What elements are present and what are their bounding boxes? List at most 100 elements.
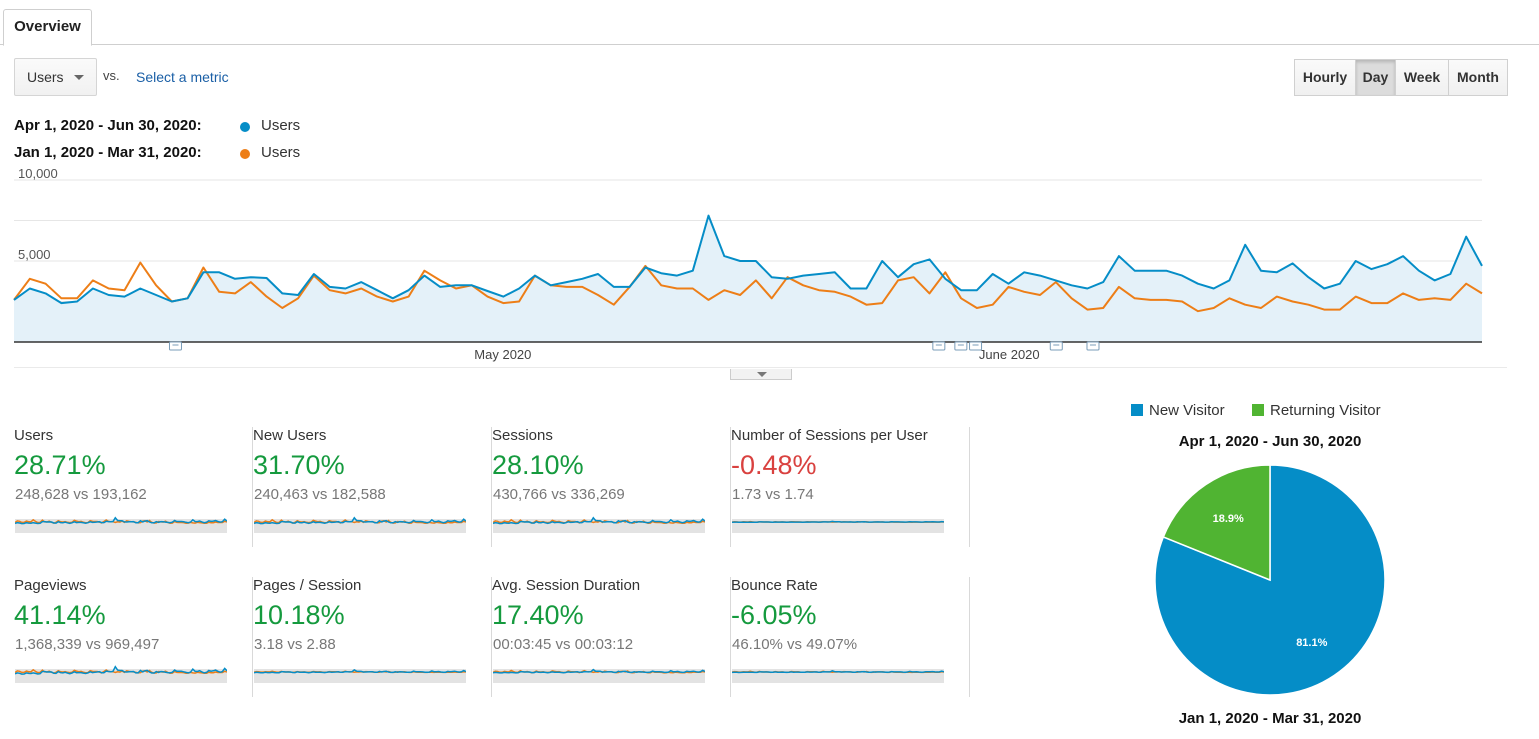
scorecard-metric-name: Pages / Session bbox=[253, 577, 362, 594]
scorecard-metric-name: Avg. Session Duration bbox=[492, 577, 641, 594]
card-divider bbox=[730, 427, 731, 547]
pie-legend-returning-visitor[interactable]: Returning Visitor bbox=[1252, 402, 1381, 419]
chevron-down-icon bbox=[757, 372, 767, 377]
scorecard-sparkline bbox=[15, 665, 227, 683]
pie-legend-new-visitor[interactable]: New Visitor bbox=[1131, 402, 1225, 419]
scorecard-users[interactable]: Users 28.71% 248,628 vs 193,162 bbox=[14, 427, 253, 547]
scorecard-sparkline bbox=[254, 669, 466, 683]
scorecard-number-of-sessions-per-user[interactable]: Number of Sessions per User -0.48% 1.73 vs… bbox=[731, 427, 970, 547]
scorecard-comparison: 3.18 vs 2.88 bbox=[254, 636, 336, 653]
scorecard-percent-change: 17.40% bbox=[492, 600, 584, 630]
sparkline-current bbox=[15, 665, 227, 675]
scorecard-sessions[interactable]: Sessions 28.10% 430,766 vs 336,269 bbox=[492, 427, 731, 547]
scorecard-metric-name: Pageviews bbox=[14, 577, 87, 594]
sparkline-current bbox=[732, 669, 944, 674]
card-divider bbox=[252, 577, 253, 697]
sparkline-current bbox=[254, 516, 466, 525]
sparkline-current bbox=[493, 668, 705, 674]
scorecard-percent-change: -6.05% bbox=[731, 600, 817, 630]
legend-swatch-icon bbox=[1252, 404, 1264, 416]
day-button[interactable]: Day bbox=[1355, 59, 1396, 96]
y-tick-label: 5,000 bbox=[18, 247, 51, 262]
scorecard-comparison: 46.10% vs 49.07% bbox=[732, 636, 858, 653]
annotation-icon[interactable] bbox=[1049, 341, 1063, 351]
metric-dropdown-value: Users bbox=[27, 69, 64, 85]
annotation-icon[interactable] bbox=[954, 341, 968, 351]
y-tick-label: 10,000 bbox=[18, 168, 58, 181]
chart-collapse-toggle[interactable] bbox=[730, 369, 792, 380]
series-area-current bbox=[14, 215, 1482, 342]
card-divider bbox=[969, 427, 970, 547]
vs-label: vs. bbox=[103, 68, 120, 83]
series-line-current[interactable] bbox=[13, 214, 1483, 305]
legend-range: Apr 1, 2020 - Jun 30, 2020: bbox=[14, 117, 202, 134]
scorecard-metric-name: Users bbox=[14, 427, 54, 444]
series-dot-icon bbox=[240, 149, 250, 159]
pie-title-current: Apr 1, 2020 - Jun 30, 2020 bbox=[1178, 433, 1362, 450]
annotation-icon[interactable] bbox=[168, 341, 182, 351]
pie-slice-label: 81.1% bbox=[1296, 637, 1327, 649]
pie-slice-label: 18.9% bbox=[1213, 513, 1244, 525]
scorecard-percent-change: 31.70% bbox=[253, 450, 345, 480]
scorecard-metric-name: Sessions bbox=[492, 427, 553, 444]
pie-slice-new-visitor[interactable] bbox=[1154, 464, 1386, 696]
annotation-icon[interactable] bbox=[969, 341, 983, 351]
scorecard-percent-change: 41.14% bbox=[14, 600, 106, 630]
series-dot-icon bbox=[240, 122, 250, 132]
annotation-icon[interactable] bbox=[932, 341, 946, 351]
pie-title-previous: Jan 1, 2020 - Mar 31, 2020 bbox=[1178, 710, 1362, 727]
legend-previous-period: Jan 1, 2020 - Mar 31, 2020: Users bbox=[14, 144, 300, 161]
scorecard-percent-change: 28.10% bbox=[492, 450, 584, 480]
card-divider bbox=[491, 427, 492, 547]
legend-series-label: Users bbox=[261, 117, 301, 134]
scorecard-sparkline bbox=[493, 516, 705, 533]
sparkline-current bbox=[254, 669, 466, 674]
sparkline-current bbox=[15, 516, 227, 525]
legend-range: Jan 1, 2020 - Mar 31, 2020: bbox=[14, 144, 202, 161]
scorecard-pages-session[interactable]: Pages / Session 10.18% 3.18 vs 2.88 bbox=[253, 577, 492, 697]
scorecard-metric-name: Bounce Rate bbox=[731, 577, 818, 594]
scorecard-percent-change: 28.71% bbox=[14, 450, 106, 480]
chevron-down-icon bbox=[74, 75, 84, 80]
series-line-previous[interactable] bbox=[13, 261, 1483, 313]
card-divider bbox=[730, 577, 731, 697]
scorecard-sparkline bbox=[732, 519, 944, 533]
legend-swatch-icon bbox=[1131, 404, 1143, 416]
card-divider bbox=[252, 427, 253, 547]
pie-slice-returning-visitor[interactable] bbox=[1162, 464, 1271, 582]
annotation-icon[interactable] bbox=[1086, 341, 1100, 351]
scorecard-pageviews[interactable]: Pageviews 41.14% 1,368,339 vs 969,497 bbox=[14, 577, 253, 697]
week-button[interactable]: Week bbox=[1395, 59, 1449, 96]
x-tick-label: May 2020 bbox=[474, 347, 531, 362]
scorecard-comparison: 00:03:45 vs 00:03:12 bbox=[493, 636, 634, 653]
scorecard-sparkline bbox=[493, 668, 705, 683]
scorecard-avg-session-duration[interactable]: Avg. Session Duration 17.40% 00:03:45 vs 0… bbox=[492, 577, 731, 697]
scorecard-bounce-rate[interactable]: Bounce Rate -6.05% 46.10% vs 49.07% bbox=[731, 577, 970, 697]
scorecard-comparison: 248,628 vs 193,162 bbox=[15, 486, 147, 503]
legend-series-label: Users bbox=[261, 144, 301, 161]
scorecard-sparkline bbox=[15, 516, 227, 533]
hourly-button[interactable]: Hourly bbox=[1294, 59, 1356, 96]
visitor-type-pie-chart: 81.1% 18.9% bbox=[1154, 464, 1386, 696]
legend-current-period: Apr 1, 2020 - Jun 30, 2020: Users bbox=[14, 117, 300, 134]
sparkline-current bbox=[493, 516, 705, 525]
scorecard-metric-name: New Users bbox=[253, 427, 327, 444]
sparkline-current bbox=[732, 520, 944, 523]
scorecard-sparkline bbox=[254, 516, 466, 533]
card-divider bbox=[969, 577, 970, 697]
card-divider bbox=[491, 577, 492, 697]
pie-legend-label: New Visitor bbox=[1149, 402, 1225, 419]
scorecard-percent-change: 10.18% bbox=[253, 600, 345, 630]
metric-dropdown[interactable]: Users bbox=[14, 58, 97, 96]
month-button[interactable]: Month bbox=[1448, 59, 1508, 96]
scorecard-metric-name: Number of Sessions per User bbox=[731, 427, 928, 444]
tab-overview[interactable]: Overview bbox=[3, 9, 92, 46]
select-metric-link[interactable]: Select a metric bbox=[136, 69, 229, 85]
scorecard-comparison: 1.73 vs 1.74 bbox=[732, 486, 814, 503]
scorecard-new-users[interactable]: New Users 31.70% 240,463 vs 182,588 bbox=[253, 427, 492, 547]
scorecard-comparison: 1,368,339 vs 969,497 bbox=[15, 636, 160, 653]
pie-legend-label: Returning Visitor bbox=[1270, 402, 1381, 419]
users-over-time-chart: 10,000 5,000 May 2020 June 2020 bbox=[13, 168, 1507, 368]
scorecard-sparkline bbox=[732, 669, 944, 683]
scorecard-percent-change: -0.48% bbox=[731, 450, 817, 480]
